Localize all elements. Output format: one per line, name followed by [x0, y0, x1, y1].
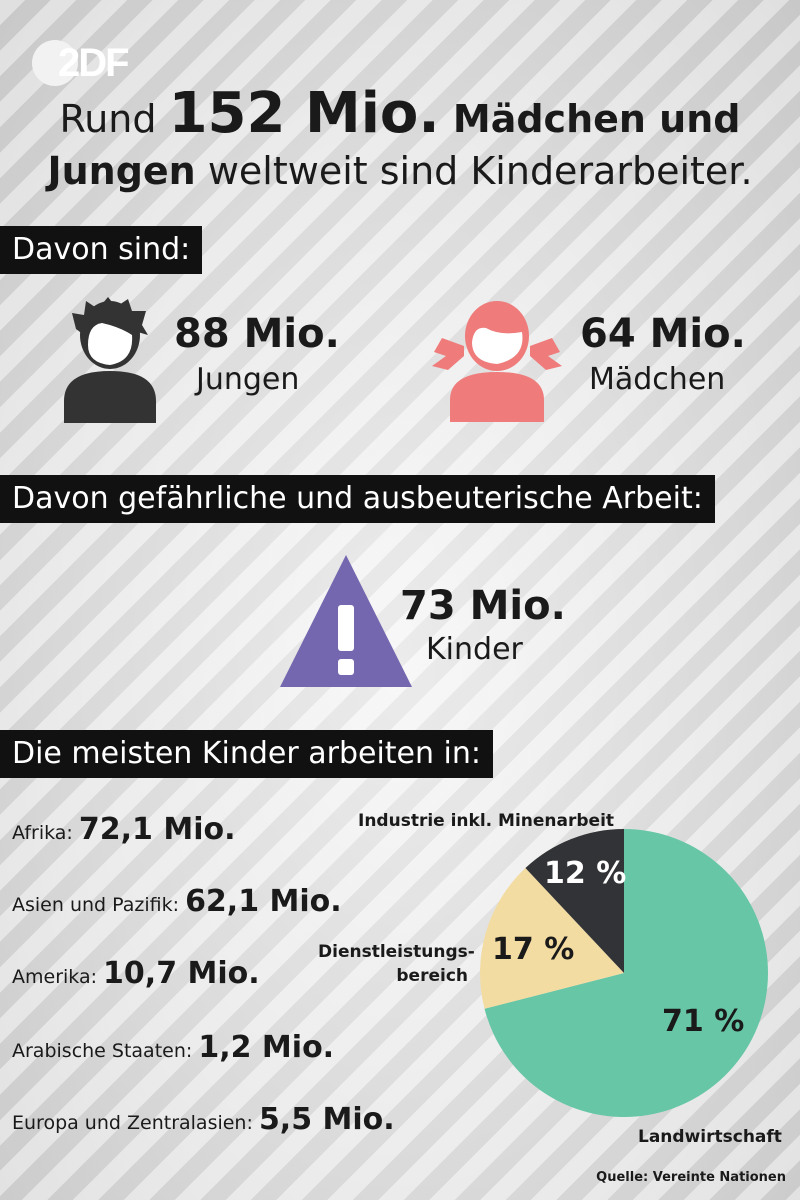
girls-label: Mädchen [589, 362, 726, 397]
region-row: Amerika: 10,7 Mio. [12, 956, 260, 991]
region-name: Arabische Staaten: [12, 1040, 193, 1062]
girls-value: 64 Mio. [580, 311, 746, 357]
headline: Rund 152 Mio. Mädchen und Jungen weltwei… [0, 86, 800, 197]
pie-value-industrie: 12 % [544, 856, 627, 891]
boy-icon [64, 297, 156, 423]
boys-label: Jungen [196, 362, 300, 397]
zdf-logo: 2DF [32, 38, 132, 88]
region-value: 10,7 Mio. [103, 956, 260, 991]
headline-part2: Mädchen und [439, 97, 741, 141]
sector-pie-chart [480, 829, 768, 1117]
headline-big-number: 152 Mio. [168, 81, 440, 146]
region-row: Arabische Staaten: 1,2 Mio. [12, 1030, 334, 1065]
pie-label-landwirtschaft: Landwirtschaft [638, 1127, 782, 1147]
headline-part4: weltweit sind Kinderarbeiter. [195, 149, 753, 193]
girl-icon [432, 301, 562, 422]
region-row: Afrika: 72,1 Mio. [12, 812, 235, 847]
region-row: Europa und Zentralasien: 5,5 Mio. [12, 1102, 395, 1137]
source-note: Quelle: Vereinte Nationen [596, 1170, 786, 1185]
region-name: Asien und Pazifik: [12, 894, 180, 916]
pie-slice-dienstleistung [480, 868, 624, 1009]
pie-label-dienstleistung: Dienstleistungs- bereich [318, 942, 475, 986]
region-value: 1,2 Mio. [198, 1030, 335, 1065]
danger-value: 73 Mio. [400, 583, 566, 629]
headline-part1: Rund [59, 97, 169, 141]
region-value: 72,1 Mio. [78, 812, 236, 847]
headline-part3: Jungen [47, 149, 196, 193]
headline-line-1: Rund 152 Mio. Mädchen und [0, 86, 800, 145]
pie-label-industrie: Industrie inkl. Minenarbeit [358, 811, 615, 831]
logo-disc [32, 40, 78, 86]
danger-label: Kinder [426, 632, 523, 667]
region-name: Afrika: [12, 822, 73, 844]
logo-text: 2DF [58, 41, 130, 85]
warning-icon [280, 555, 412, 687]
region-value: 5,5 Mio. [258, 1102, 395, 1137]
pie-slice-landwirtschaft [484, 829, 768, 1117]
region-value: 62,1 Mio. [185, 884, 342, 919]
region-row: Asien und Pazifik: 62,1 Mio. [12, 884, 342, 919]
section2-title: Davon gefährliche und ausbeuterische Arb… [0, 475, 715, 523]
headline-line-2: Jungen weltweit sind Kinderarbeiter. [0, 145, 800, 197]
boys-value: 88 Mio. [174, 311, 340, 357]
pie-value-landwirtschaft: 71 % [662, 1004, 745, 1039]
section1-title: Davon sind: [0, 226, 203, 274]
region-name: Amerika: [12, 966, 97, 988]
section3-title: Die meisten Kinder arbeiten in: [0, 730, 494, 778]
region-name: Europa und Zentralasien: [12, 1112, 253, 1134]
pie-slice-industrie [525, 829, 624, 973]
pie-value-dienstleistung: 17 % [492, 932, 575, 967]
